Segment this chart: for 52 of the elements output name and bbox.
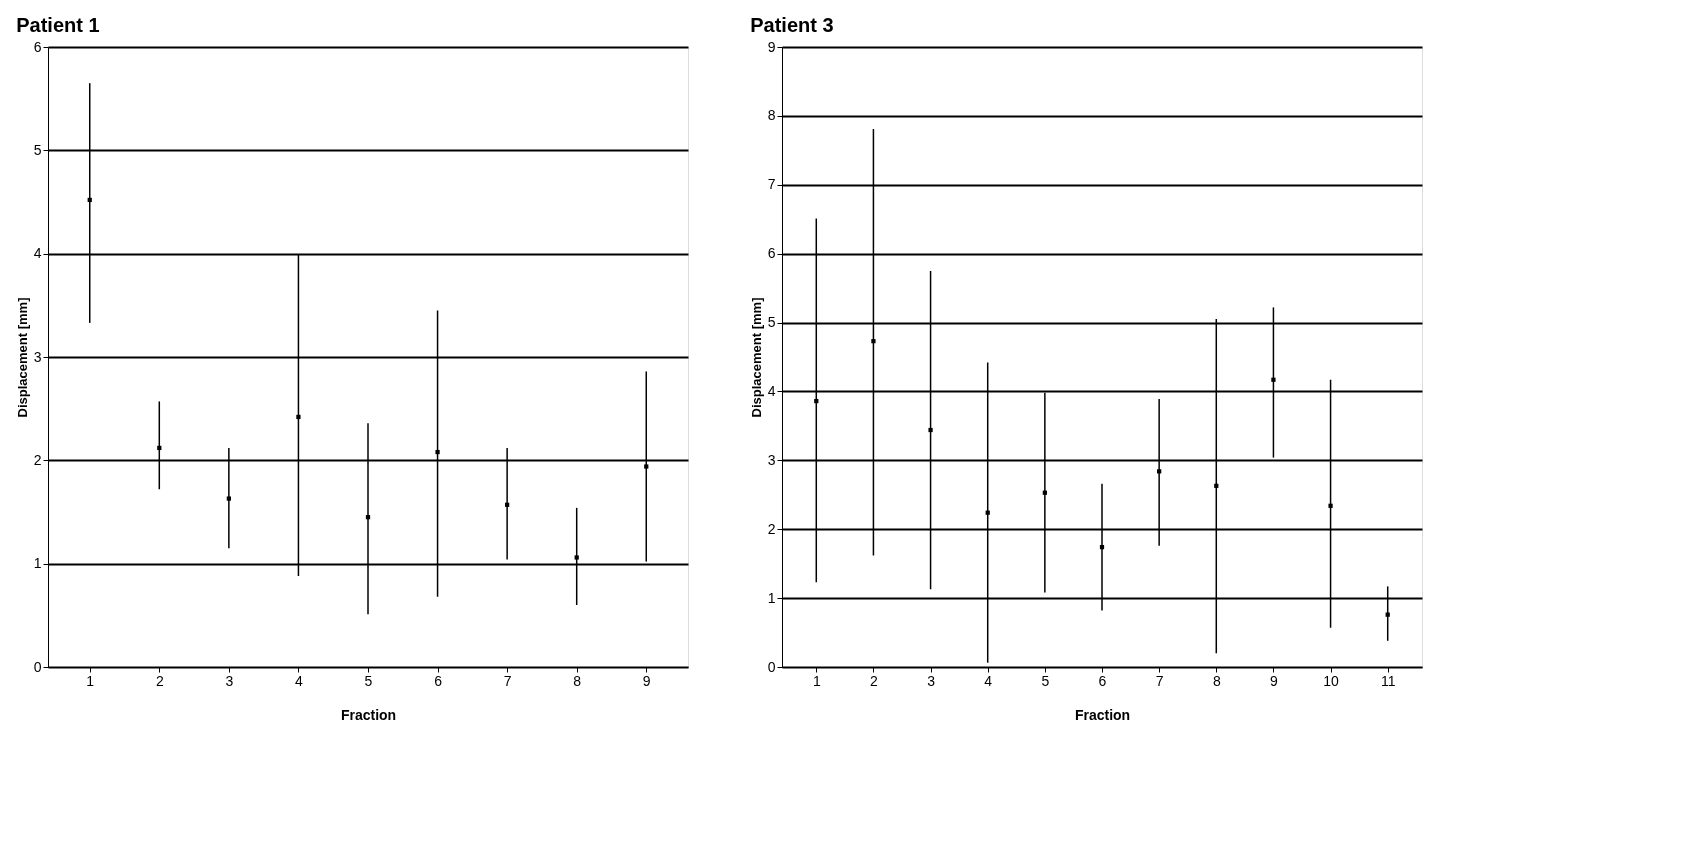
point [1271, 377, 1276, 382]
point [928, 427, 933, 433]
y-axis-title: Displacement [mm] [14, 297, 30, 418]
point [296, 414, 301, 420]
x-tick-label: 1 [812, 672, 821, 689]
y-tick-label: 8 [767, 107, 776, 124]
point [435, 449, 440, 455]
x-axis-title: Fraction [1074, 706, 1131, 723]
point [644, 464, 649, 469]
x-tick-label: 5 [1041, 672, 1050, 689]
x-tick-label: 2 [870, 672, 879, 689]
chart-title: Patient 3 [750, 14, 834, 36]
y-tick-label: 0 [767, 658, 776, 675]
y-tick-label: 5 [767, 314, 776, 331]
x-tick-label: 7 [1155, 672, 1164, 689]
y-tick-label: 6 [767, 245, 776, 262]
x-tick-label: 4 [984, 672, 993, 689]
point [226, 496, 231, 501]
y-tick-label: 2 [33, 451, 42, 468]
x-tick-label: 10 [1323, 672, 1340, 689]
x-tick-label: 6 [434, 672, 443, 689]
x-axis-title: Fraction [340, 706, 397, 723]
x-tick-label: 6 [1098, 672, 1107, 689]
y-axis-title: Displacement [mm] [748, 297, 764, 418]
x-tick-label: 11 [1380, 672, 1396, 689]
y-tick-label: 0 [33, 658, 42, 675]
chart-title: Patient 1 [16, 14, 100, 36]
point [1328, 503, 1333, 508]
x-tick-label: 3 [225, 672, 234, 689]
y-tick-label: 2 [767, 520, 776, 537]
y-tick-label: 3 [767, 451, 776, 468]
x-tick-label: 7 [503, 672, 512, 689]
x-tick-label: 8 [573, 672, 582, 689]
point [871, 339, 876, 344]
x-tick-label: 3 [927, 672, 936, 689]
y-tick-label: 9 [767, 38, 776, 55]
x-tick-label: 9 [642, 672, 651, 689]
y-tick-label: 5 [33, 141, 42, 158]
y-tick-label: 4 [33, 245, 42, 262]
y-tick-label: 4 [767, 382, 776, 399]
x-tick-label: 2 [155, 672, 164, 689]
x-tick-label: 8 [1212, 672, 1221, 689]
y-tick-label: 3 [33, 348, 42, 365]
x-tick-label: 9 [1270, 672, 1279, 689]
y-tick-label: 7 [767, 176, 776, 193]
x-tick-label: 4 [295, 672, 304, 689]
x-tick-label: 5 [364, 672, 373, 689]
x-tick-label: 1 [86, 672, 95, 689]
y-tick-label: 1 [767, 589, 776, 606]
point [574, 555, 579, 560]
y-tick-label: 6 [33, 38, 42, 55]
y-tick-label: 1 [33, 555, 42, 572]
